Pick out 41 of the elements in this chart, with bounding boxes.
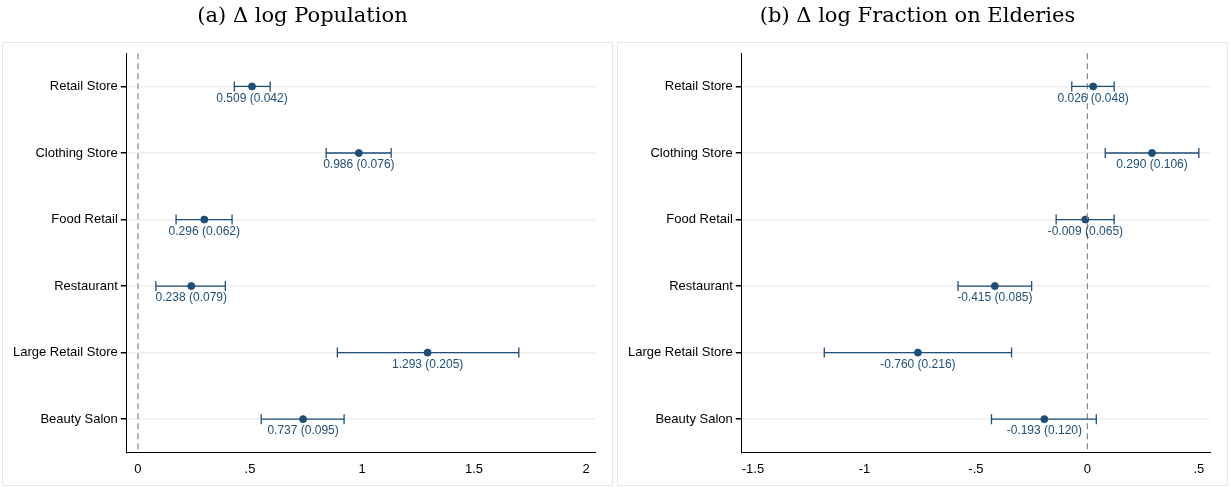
data-label: -0.009 (0.065) (1047, 223, 1124, 238)
data-label: 0.509 (0.042) (216, 90, 288, 105)
data-label: 1.293 (0.205) (391, 356, 464, 371)
x-tick-label: -.5 (968, 460, 984, 476)
data-label: 0.026 (0.048) (1057, 90, 1129, 105)
y-tick-label: Beauty Salon (40, 410, 118, 426)
x-tick-label: .5 (1193, 460, 1205, 476)
y-tick-label: Restaurant (54, 277, 119, 293)
y-tick-label: Clothing Store (35, 144, 118, 160)
y-tick-label: Restaurant (669, 277, 734, 293)
x-tick-label: 1 (358, 460, 366, 476)
y-tick-label: Food Retail (51, 211, 118, 227)
point (423, 348, 432, 357)
point (913, 348, 922, 357)
point (248, 82, 257, 91)
data-label: 0.238 (0.079) (155, 290, 227, 305)
data-label: 0.296 (0.062) (168, 223, 240, 238)
x-tick-label: .5 (244, 460, 256, 476)
x-tick-label: 1.5 (464, 460, 484, 476)
y-tick-label: Retail Store (664, 78, 733, 94)
data-label: -0.760 (0.216) (880, 356, 956, 371)
point (200, 215, 209, 224)
data-label: 0.737 (0.095) (267, 423, 339, 438)
chart-title: (a) Δ log Population (197, 3, 408, 28)
data-label: -0.415 (0.085) (957, 290, 1033, 305)
point (1089, 82, 1098, 91)
y-tick-label: Retail Store (49, 78, 118, 94)
x-tick-label: 0 (134, 460, 142, 476)
y-tick-label: Large Retail Store (13, 344, 118, 360)
x-tick-label: -1.5 (741, 460, 765, 476)
y-tick-label: Clothing Store (650, 144, 733, 160)
chart-title: (b) Δ log Fraction on Elderies (759, 3, 1076, 28)
x-tick-label: 2 (582, 460, 590, 476)
x-tick-label: 0 (1083, 460, 1091, 476)
data-label: 0.290 (0.106) (1116, 157, 1188, 172)
y-tick-label: Food Retail (666, 211, 733, 227)
data-label: -0.193 (0.120) (1006, 423, 1083, 438)
y-tick-label: Large Retail Store (628, 344, 733, 360)
data-label: 0.986 (0.076) (323, 157, 395, 172)
x-tick-label: -1 (858, 460, 871, 476)
y-tick-label: Beauty Salon (655, 410, 733, 426)
